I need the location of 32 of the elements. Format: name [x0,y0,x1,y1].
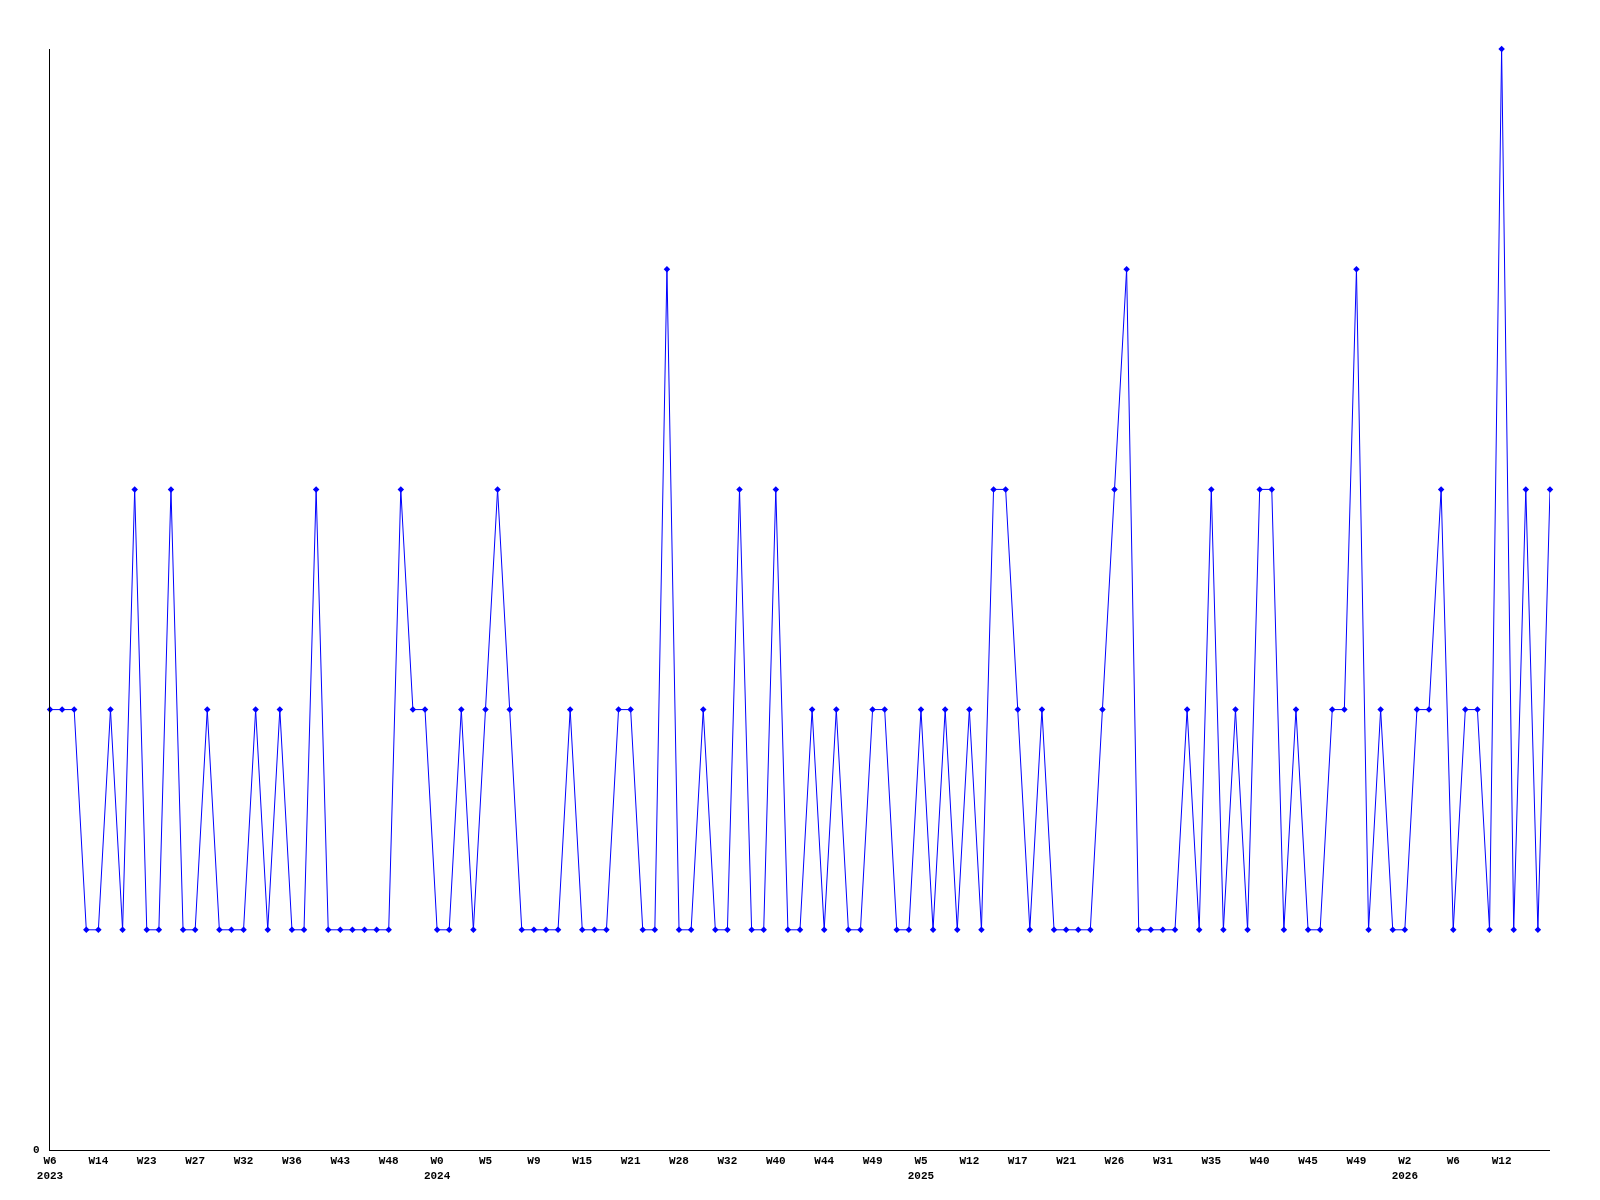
x-tick-label: W32 [717,1155,738,1168]
x-tick-label: W27 [185,1155,206,1168]
x-tick-label: W32 [233,1155,254,1168]
x-tick-label: W14 [88,1155,109,1168]
x-tick-label: W21 [1056,1155,1077,1168]
x-tick-label: W49 [1346,1155,1367,1168]
x-tick-label: W31 [1152,1155,1174,1168]
x-tick-label: W2 2026 [1391,1155,1419,1182]
x-tick-label: W40 [1249,1155,1270,1168]
x-tick-label: W5 2025 [907,1155,935,1182]
x-tick-label: W15 [572,1155,593,1168]
x-tick-label: W40 [765,1155,786,1168]
text: 0 [33,1144,40,1156]
x-tick-label: W48 [378,1155,400,1168]
x-tick-label: W17 [1007,1155,1028,1168]
x-tick-label: W45 [1298,1155,1319,1168]
x-tick-label: W6 2023 [36,1155,64,1182]
x-tick-label: W44 [814,1155,835,1168]
x-tick-label: W23 [136,1155,158,1168]
x-tick-label: W21 [620,1155,641,1168]
x-tick-label: W28 [669,1155,690,1168]
x-tick-label: W49 [862,1155,883,1168]
x-tick-label: W5 [478,1155,493,1168]
x-tick-label: W43 [330,1155,351,1168]
x-tick-label: W12 [1491,1155,1512,1168]
x-tick-label: W9 [527,1155,541,1168]
x-tick-label: W26 [1104,1155,1125,1168]
x-tick-label: W36 [282,1155,302,1168]
x-tick-label: W0 2024 [423,1155,451,1182]
x-tick-label: W35 [1201,1155,1222,1168]
x-tick-label: W12 [959,1155,980,1168]
x-tick-label: W6 [1446,1155,1460,1168]
